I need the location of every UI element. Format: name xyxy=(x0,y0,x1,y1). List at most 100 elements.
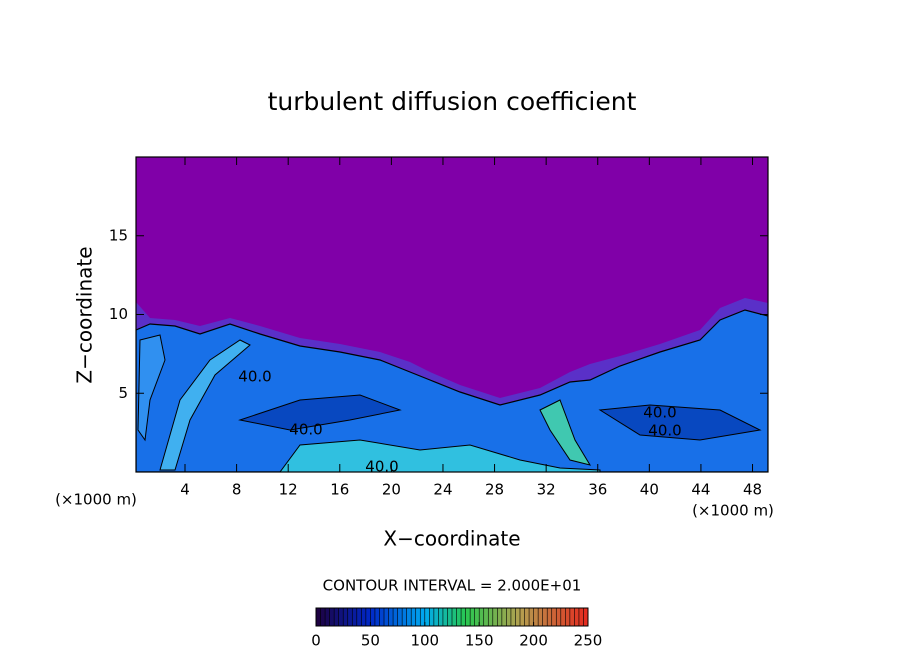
x-tick-label: 36 xyxy=(588,481,607,499)
x-tick-label: 28 xyxy=(485,481,504,499)
contour-label: 40.0 xyxy=(648,422,681,440)
colorbar-cell xyxy=(452,608,458,626)
colorbar-cell xyxy=(424,608,430,626)
colorbar-cell xyxy=(320,608,326,626)
field-streak xyxy=(137,334,166,442)
colorbar-cell xyxy=(510,608,516,626)
x-unit-label: (×1000 m) xyxy=(692,502,774,520)
field-region xyxy=(136,309,768,472)
colorbar-cell xyxy=(515,608,521,626)
colorbar-cell xyxy=(361,608,367,626)
y-axis-label: Z−coordinate xyxy=(73,246,97,383)
colorbar-tick-label: 250 xyxy=(574,632,603,650)
colorbar-tick-label: 0 xyxy=(311,632,321,650)
colorbar-cell xyxy=(415,608,421,626)
colorbar-tick-label: 100 xyxy=(410,632,439,650)
chart-title: turbulent diffusion coefficient xyxy=(268,87,637,116)
x-tick-label: 44 xyxy=(691,481,710,499)
y-tick-label: 10 xyxy=(109,305,128,323)
colorbar-cell xyxy=(329,608,335,626)
colorbar-cell xyxy=(551,608,557,626)
colorbar-cell xyxy=(501,608,507,626)
colorbar-cell xyxy=(461,608,467,626)
field-streak xyxy=(159,339,251,471)
colorbar-cell xyxy=(356,608,362,626)
colorbar-cell xyxy=(506,608,512,626)
colorbar-cell xyxy=(438,608,444,626)
colorbar-tick-label: 200 xyxy=(519,632,548,650)
x-tick-label: 20 xyxy=(382,481,401,499)
colorbar-cell xyxy=(578,608,584,626)
colorbar-cell xyxy=(488,608,494,626)
contour-label: 40.0 xyxy=(238,368,271,386)
contour-field xyxy=(136,157,768,472)
colorbar-cell xyxy=(574,608,580,626)
x-tick-label: 8 xyxy=(232,481,242,499)
colorbar-cell xyxy=(470,608,476,626)
colorbar-title: CONTOUR INTERVAL = 2.000E+01 xyxy=(323,577,582,595)
colorbar-cell xyxy=(556,608,562,626)
colorbar-cell xyxy=(474,608,480,626)
colorbar-cell xyxy=(524,608,530,626)
colorbar-cell xyxy=(429,608,435,626)
colorbar-cell xyxy=(447,608,453,626)
colorbar-cell xyxy=(338,608,344,626)
y-tick-label: 5 xyxy=(118,384,128,402)
colorbar-cell xyxy=(560,608,566,626)
colorbar-cell xyxy=(384,608,390,626)
colorbar-cell xyxy=(479,608,485,626)
colorbar-cell xyxy=(538,608,544,626)
colorbar-cell xyxy=(569,608,575,626)
colorbar-cell xyxy=(442,608,448,626)
x-unit-label: (×1000 m) xyxy=(55,491,137,509)
colorbar-tick-label: 50 xyxy=(361,632,380,650)
colorbar-cell xyxy=(343,608,349,626)
colorbar-cell xyxy=(352,608,358,626)
colorbar-cell xyxy=(542,608,548,626)
contour-label: 40.0 xyxy=(643,404,676,422)
field-streak xyxy=(598,404,762,441)
x-tick-label: 12 xyxy=(279,481,298,499)
colorbar-frame xyxy=(315,607,589,627)
x-tick-label: 32 xyxy=(537,481,556,499)
colorbar-cell xyxy=(492,608,498,626)
colorbar-cell xyxy=(402,608,408,626)
colorbar-cell xyxy=(325,608,331,626)
colorbar-cell xyxy=(374,608,380,626)
field-streak xyxy=(238,394,402,431)
colorbar-cell xyxy=(529,608,535,626)
colorbar-cell xyxy=(334,608,340,626)
colorbar-tick-label: 150 xyxy=(465,632,494,650)
colorbar-cell xyxy=(365,608,371,626)
colorbar-cell xyxy=(433,608,439,626)
colorbar-cell xyxy=(406,608,412,626)
colorbar-cell xyxy=(411,608,417,626)
colorbar-cell xyxy=(533,608,539,626)
colorbar-cell xyxy=(520,608,526,626)
colorbar-cell xyxy=(483,608,489,626)
colorbar-cell xyxy=(583,608,589,626)
colorbar-cell xyxy=(393,608,399,626)
x-tick-label: 16 xyxy=(330,481,349,499)
x-tick-label: 48 xyxy=(743,481,762,499)
colorbar-cell xyxy=(397,608,403,626)
x-tick-label: 4 xyxy=(180,481,190,499)
field-streak xyxy=(539,399,592,466)
colorbar-cell xyxy=(547,608,553,626)
colorbar-cell xyxy=(465,608,471,626)
colorbar-cell xyxy=(370,608,376,626)
colorbar-cell xyxy=(316,608,322,626)
colorbar-cell xyxy=(388,608,394,626)
field-streak xyxy=(279,439,601,472)
x-tick-label: 40 xyxy=(640,481,659,499)
colorbar-cell xyxy=(347,608,353,626)
colorbar-cell xyxy=(420,608,426,626)
colorbar-cell xyxy=(497,608,503,626)
contour-label: 40.0 xyxy=(365,458,398,476)
colorbar-cell xyxy=(456,608,462,626)
colorbar-cell xyxy=(565,608,571,626)
contour-label: 40.0 xyxy=(289,421,322,439)
x-axis-label: X−coordinate xyxy=(383,527,520,551)
y-tick-label: 15 xyxy=(109,226,128,244)
